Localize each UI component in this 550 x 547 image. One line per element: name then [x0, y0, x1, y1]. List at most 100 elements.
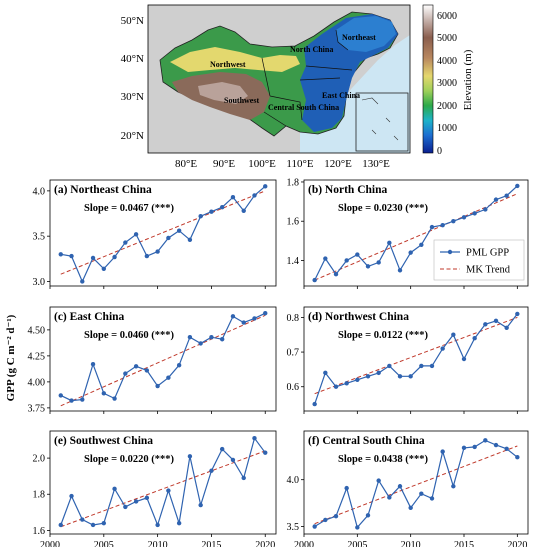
- y-tick-label: 4.0: [33, 186, 46, 197]
- gpp-point: [493, 197, 499, 202]
- gpp-point: [323, 370, 328, 376]
- gpp-point: [333, 272, 339, 277]
- panel-e-southwest: 1.6 1.8 2.0 (e) Southwest China Slope = 0.02…: [33, 430, 277, 537]
- gpp-point: [344, 381, 349, 386]
- gpp-point: [493, 318, 499, 324]
- x-tick-label: 2005: [94, 540, 114, 547]
- slope-label: Slope = 0.0122 (***): [338, 330, 428, 341]
- region-label-north-china: North China: [290, 45, 333, 54]
- gpp-point: [515, 455, 520, 460]
- gpp-point: [461, 356, 467, 362]
- gpp-point: [429, 363, 435, 369]
- china-elevation-map: 50°N 40°N 30°N 20°N 80°E 90°E 100°E 110°…: [121, 4, 474, 170]
- gpp-point: [419, 363, 424, 369]
- northeast-region: [336, 16, 396, 52]
- gpp-point: [112, 396, 117, 401]
- gpp-point: [155, 249, 160, 254]
- colorbar-tick-6000: 6000: [437, 11, 457, 22]
- gpp-point: [198, 341, 203, 346]
- y-tick-label: 0.6: [287, 382, 300, 393]
- gpp-point: [219, 204, 225, 210]
- lon-label-120: 120°E: [324, 158, 352, 170]
- gpp-point: [263, 450, 268, 455]
- gpp-point: [387, 495, 392, 500]
- gpp-point: [376, 370, 381, 376]
- gpp-point: [90, 522, 96, 528]
- gpp-series-line: [60, 185, 266, 283]
- panel-title: (a) Northeast China: [54, 184, 152, 196]
- gpp-point: [397, 484, 403, 489]
- y-tick-label: 3.5: [33, 232, 46, 243]
- slope-label: Slope = 0.0467 (***): [84, 203, 174, 214]
- gpp-point: [344, 258, 349, 263]
- gpp-point: [365, 513, 371, 518]
- x-tick-label: 2010: [148, 540, 168, 547]
- y-tick-label: 1.4: [287, 256, 300, 267]
- gpp-point: [112, 486, 117, 492]
- shared-ylabel: GPP (g C m⁻² d⁻¹): [5, 314, 17, 401]
- gpp-point: [219, 446, 225, 452]
- x-tick-label: 2010: [401, 540, 421, 547]
- gpp-point: [263, 311, 268, 316]
- gpp-point: [504, 325, 509, 330]
- y-tick-label: 3.75: [28, 403, 46, 414]
- gpp-point: [219, 337, 225, 342]
- gpp-point: [80, 517, 85, 522]
- mk-trend-line: [60, 314, 266, 407]
- high-plateau-core: [198, 82, 248, 104]
- gpp-point: [230, 195, 236, 200]
- lat-label-40: 40°N: [121, 53, 144, 65]
- lon-label-130: 130°E: [362, 158, 390, 170]
- gpp-point: [461, 445, 467, 451]
- region-label-central-south: Central South China: [268, 103, 339, 112]
- mk-trend-line: [314, 193, 518, 281]
- region-label-southwest: Southwest: [224, 96, 259, 105]
- slope-label: Slope = 0.0220 (***): [84, 454, 174, 465]
- panel-f-central-south: 3.5 4.0 (f) Central South China Slope = 0.0…: [287, 430, 529, 537]
- gpp-point: [440, 222, 445, 228]
- map-frame: [147, 4, 411, 154]
- mk-trend-line: [60, 450, 266, 528]
- gpp-point: [355, 525, 360, 530]
- gpp-point: [323, 517, 328, 523]
- gpp-point: [365, 374, 371, 379]
- panel-title: (d) Northwest China: [308, 311, 409, 323]
- gpp-point: [133, 499, 139, 504]
- gpp-point: [472, 444, 477, 450]
- gpp-point: [515, 183, 520, 189]
- gpp-point: [312, 401, 317, 407]
- gpp-point: [408, 250, 413, 255]
- gpp-point: [241, 320, 246, 325]
- gpp-point: [408, 505, 413, 510]
- gpp-point: [187, 237, 193, 242]
- gpp-point: [90, 362, 96, 367]
- desert-region: [170, 47, 300, 72]
- gpp-point: [58, 252, 63, 257]
- gpp-point: [504, 446, 509, 451]
- gpp-point: [440, 346, 445, 351]
- gpp-point: [133, 364, 139, 369]
- gpp-point: [472, 336, 477, 341]
- gpp-point: [440, 449, 445, 454]
- x-tick-label: 2015: [454, 540, 474, 547]
- gpp-point: [155, 522, 160, 528]
- legend-trend-label: MK Trend: [466, 265, 511, 276]
- mk-trend-line: [60, 190, 266, 275]
- region-boundaries: [261, 29, 353, 127]
- y-tick-label: 0.8: [287, 313, 300, 324]
- gpp-point: [483, 438, 488, 443]
- x-tick-label: 2000: [40, 540, 60, 547]
- plot-frame: [303, 306, 529, 412]
- legend-box: [433, 239, 525, 281]
- gpp-point: [241, 475, 246, 481]
- lat-label-20: 20°N: [121, 130, 144, 142]
- gpp-point: [323, 256, 328, 261]
- gpp-point: [187, 334, 193, 340]
- slope-label: Slope = 0.0230 (***): [338, 203, 428, 214]
- y-tick-label: 1.6: [287, 217, 300, 228]
- y-tick-label: 1.8: [33, 490, 46, 501]
- y-tick-label: 3.5: [287, 522, 300, 533]
- gpp-point: [101, 391, 107, 396]
- gpp-point: [123, 371, 128, 376]
- gpp-point: [230, 314, 236, 319]
